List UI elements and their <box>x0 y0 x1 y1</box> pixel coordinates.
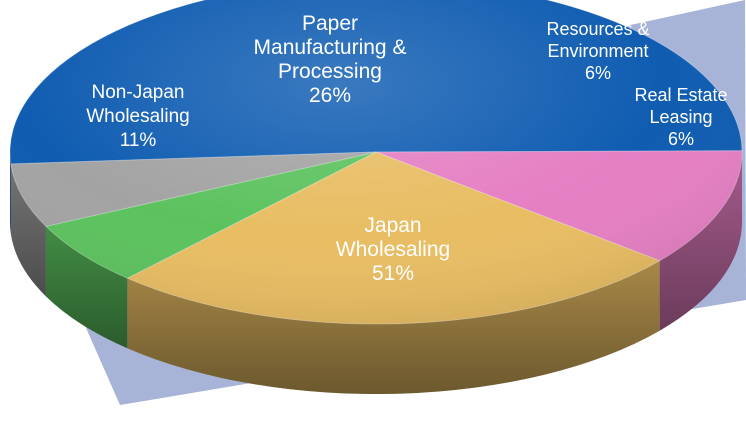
slice-label-line: Real Estate <box>634 85 727 105</box>
slice-label-resources-environment: Resources & Environment 6% <box>546 19 649 83</box>
slice-label-line: Processing <box>278 60 382 83</box>
slice-label-line: Environment <box>547 41 648 61</box>
slice-label-line: 6% <box>668 129 694 149</box>
slice-label-line: Wholesaling <box>86 106 190 127</box>
slice-label-line: Resources & <box>546 19 649 39</box>
slice-label-line: Japan <box>364 214 421 237</box>
slice-label-line: Manufacturing & <box>254 36 407 59</box>
slice-label-japan-wholesaling: Japan Wholesaling 51% <box>336 214 450 285</box>
pie-wall-shade <box>127 260 660 395</box>
slice-label-non-japan-wholesaling: Non-Japan Wholesaling 11% <box>86 82 190 151</box>
slice-label-line: 6% <box>585 63 611 83</box>
slice-label-real-estate-leasing: Real Estate Leasing 6% <box>634 85 727 149</box>
slice-label-line: Wholesaling <box>336 238 450 261</box>
slice-label-line: 26% <box>309 84 351 107</box>
slice-label-line: Paper <box>302 12 358 35</box>
slice-label-paper-manufacturing-processing: Paper Manufacturing & Processing 26% <box>254 12 407 107</box>
slice-label-line: 11% <box>120 130 157 151</box>
slice-label-line: Non-Japan <box>92 82 185 103</box>
slice-label-line: 51% <box>372 262 414 285</box>
slice-label-line: Leasing <box>649 107 712 127</box>
